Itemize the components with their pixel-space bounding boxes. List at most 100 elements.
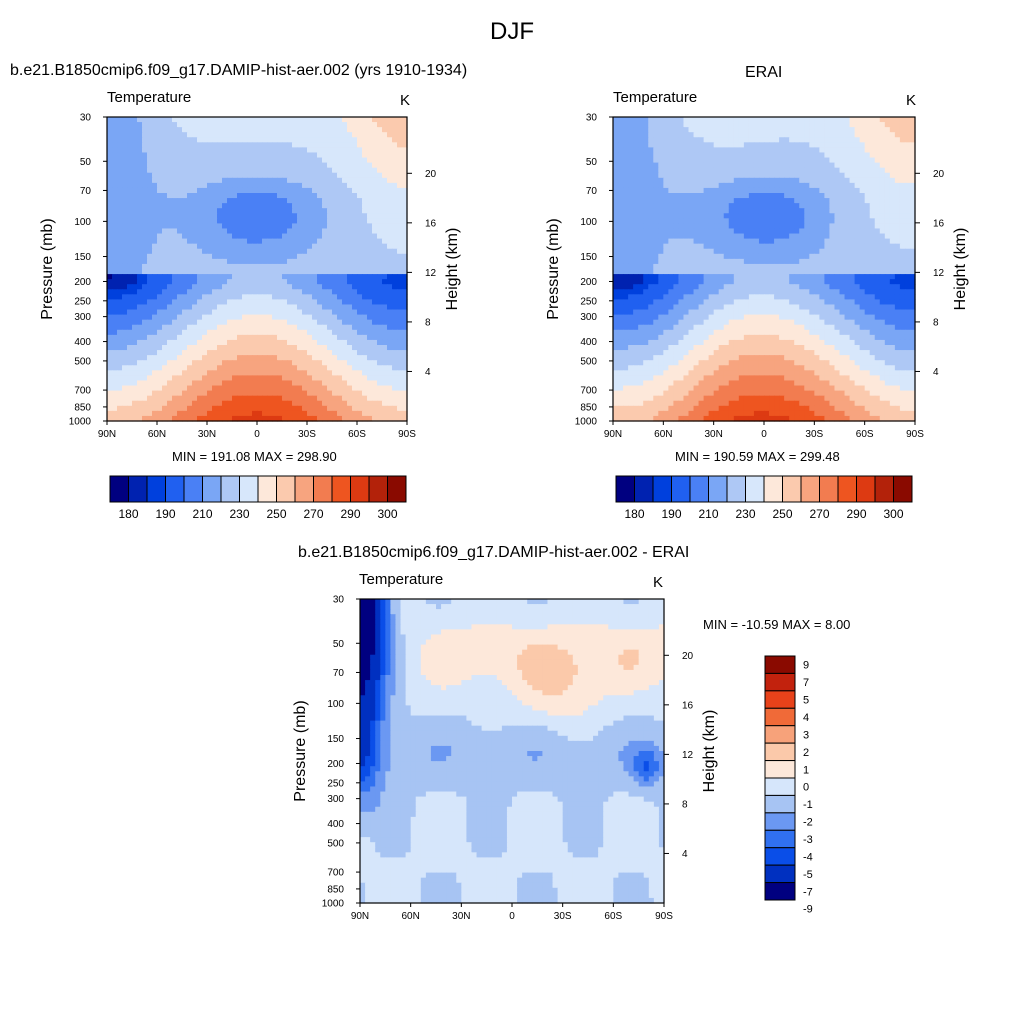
colorbar-label: 190: [661, 507, 681, 521]
colorbar-label: 190: [155, 507, 175, 521]
colorbar-swatch: [257, 475, 277, 503]
x-tick-label: 30S: [298, 429, 316, 440]
y-tick-label: 70: [80, 186, 92, 197]
y-tick-label: 250: [327, 778, 344, 789]
colorbar-swatch: [745, 475, 765, 503]
y-tick-label: 50: [333, 639, 345, 650]
x-tick-label: 30S: [805, 429, 823, 440]
colorbar-swatch: [764, 864, 796, 884]
y-tick-label: 850: [580, 402, 597, 413]
x-tick-label: 60S: [604, 911, 622, 922]
panel-1-colorbar: 180 190 210 230 250 270 290 300: [109, 475, 407, 521]
y-tick-label: 700: [580, 386, 597, 397]
y2-tick-label: 16: [933, 218, 945, 229]
colorbar-swatch: [764, 690, 796, 709]
colorbar-label: 270: [809, 507, 829, 521]
colorbar-swatch: [294, 475, 314, 503]
panel1-stats: MIN = 191.08 MAX = 298.90: [172, 449, 337, 464]
colorbar-label: -5: [803, 869, 813, 881]
colorbar-label: 0: [803, 782, 809, 794]
colorbar-swatch: [128, 475, 148, 503]
figure-title: DJF: [490, 18, 534, 45]
y2-axis-label: Height (km): [444, 228, 461, 311]
x-tick-label: 90S: [906, 429, 924, 440]
x-tick-label: 30N: [452, 911, 470, 922]
colorbar-swatch: [893, 475, 913, 503]
y-tick-label: 400: [580, 337, 597, 348]
y2-axis-label: Height (km): [952, 228, 969, 311]
panel3-variable: Temperature: [359, 571, 444, 588]
y2-tick-label: 4: [682, 849, 688, 860]
panel1-title: b.e21.B1850cmip6.f09_g17.DAMIP-hist-aer.…: [10, 62, 468, 79]
x-tick-label: 60N: [654, 429, 672, 440]
x-tick-label: 30N: [198, 429, 216, 440]
colorbar-swatch: [350, 475, 370, 503]
y-tick-label: 300: [580, 312, 597, 323]
y-tick-label: 70: [586, 186, 598, 197]
y-tick-label: 700: [74, 386, 91, 397]
colorbar-label: -2: [803, 817, 813, 829]
colorbar-swatch: [671, 475, 691, 503]
colorbar-swatch: [764, 742, 796, 762]
x-tick-label: 60N: [401, 911, 419, 922]
colorbar-swatch: [276, 475, 296, 503]
y-tick-label: 250: [74, 296, 91, 307]
colorbar-label: -9: [803, 904, 813, 916]
x-tick-label: 90N: [604, 429, 622, 440]
colorbar-swatch: [652, 475, 672, 503]
colorbar-swatch: [819, 475, 839, 503]
y2-axis-label: Height (km): [701, 710, 718, 793]
colorbar-swatch: [764, 882, 796, 901]
y-axis-label: Pressure (mb): [39, 218, 56, 319]
y-tick-label: 250: [580, 296, 597, 307]
colorbar-swatch: [764, 777, 796, 796]
y-axis-label: Pressure (mb): [292, 700, 309, 801]
x-tick-label: 90N: [98, 429, 116, 440]
colorbar-swatch: [800, 475, 820, 503]
y2-tick-label: 20: [425, 169, 437, 180]
colorbar-label: 1: [803, 764, 809, 776]
colorbar-label: 3: [803, 729, 809, 741]
colorbar-swatch: [368, 475, 388, 503]
y-tick-label: 30: [586, 113, 598, 124]
colorbar-label: 180: [624, 507, 644, 521]
colorbar-swatch: [764, 829, 796, 849]
colorbar-label: 250: [266, 507, 286, 521]
y2-tick-label: 12: [933, 268, 945, 279]
colorbar-swatch: [856, 475, 876, 503]
y-tick-label: 50: [80, 157, 92, 168]
x-tick-label: 60N: [148, 429, 166, 440]
colorbar-label: -4: [803, 851, 813, 863]
colorbar-swatch: [782, 475, 802, 503]
colorbar-swatch: [202, 475, 222, 503]
panel2-title: ERAI: [745, 64, 783, 81]
y-tick-label: 150: [74, 252, 91, 263]
y2-tick-label: 12: [682, 750, 694, 761]
colorbar-swatch: [634, 475, 654, 503]
y-tick-label: 50: [586, 157, 598, 168]
y-tick-label: 1000: [69, 417, 92, 428]
colorbar-label: 290: [846, 507, 866, 521]
colorbar-swatch: [764, 847, 796, 866]
y2-tick-label: 4: [933, 367, 939, 378]
y2-tick-label: 16: [682, 700, 694, 711]
colorbar-swatch: [726, 475, 746, 503]
y-tick-label: 850: [327, 884, 344, 895]
panel-2-field: [613, 117, 916, 422]
x-tick-label: 30N: [704, 429, 722, 440]
colorbar-label: 250: [772, 507, 792, 521]
panel3-title: b.e21.B1850cmip6.f09_g17.DAMIP-hist-aer.…: [298, 544, 690, 561]
colorbar-label: 2: [803, 747, 809, 759]
y-tick-label: 30: [333, 595, 345, 606]
y-tick-label: 300: [327, 794, 344, 805]
x-tick-label: 0: [254, 429, 260, 440]
y2-tick-label: 4: [425, 367, 431, 378]
panel1-units: K: [400, 92, 411, 109]
colorbar-label: 5: [803, 695, 809, 707]
x-tick-label: 60S: [856, 429, 874, 440]
colorbar-label: 210: [192, 507, 212, 521]
colorbar-swatch: [708, 475, 728, 503]
colorbar-swatch: [874, 475, 894, 503]
colorbar-swatch: [763, 475, 783, 503]
